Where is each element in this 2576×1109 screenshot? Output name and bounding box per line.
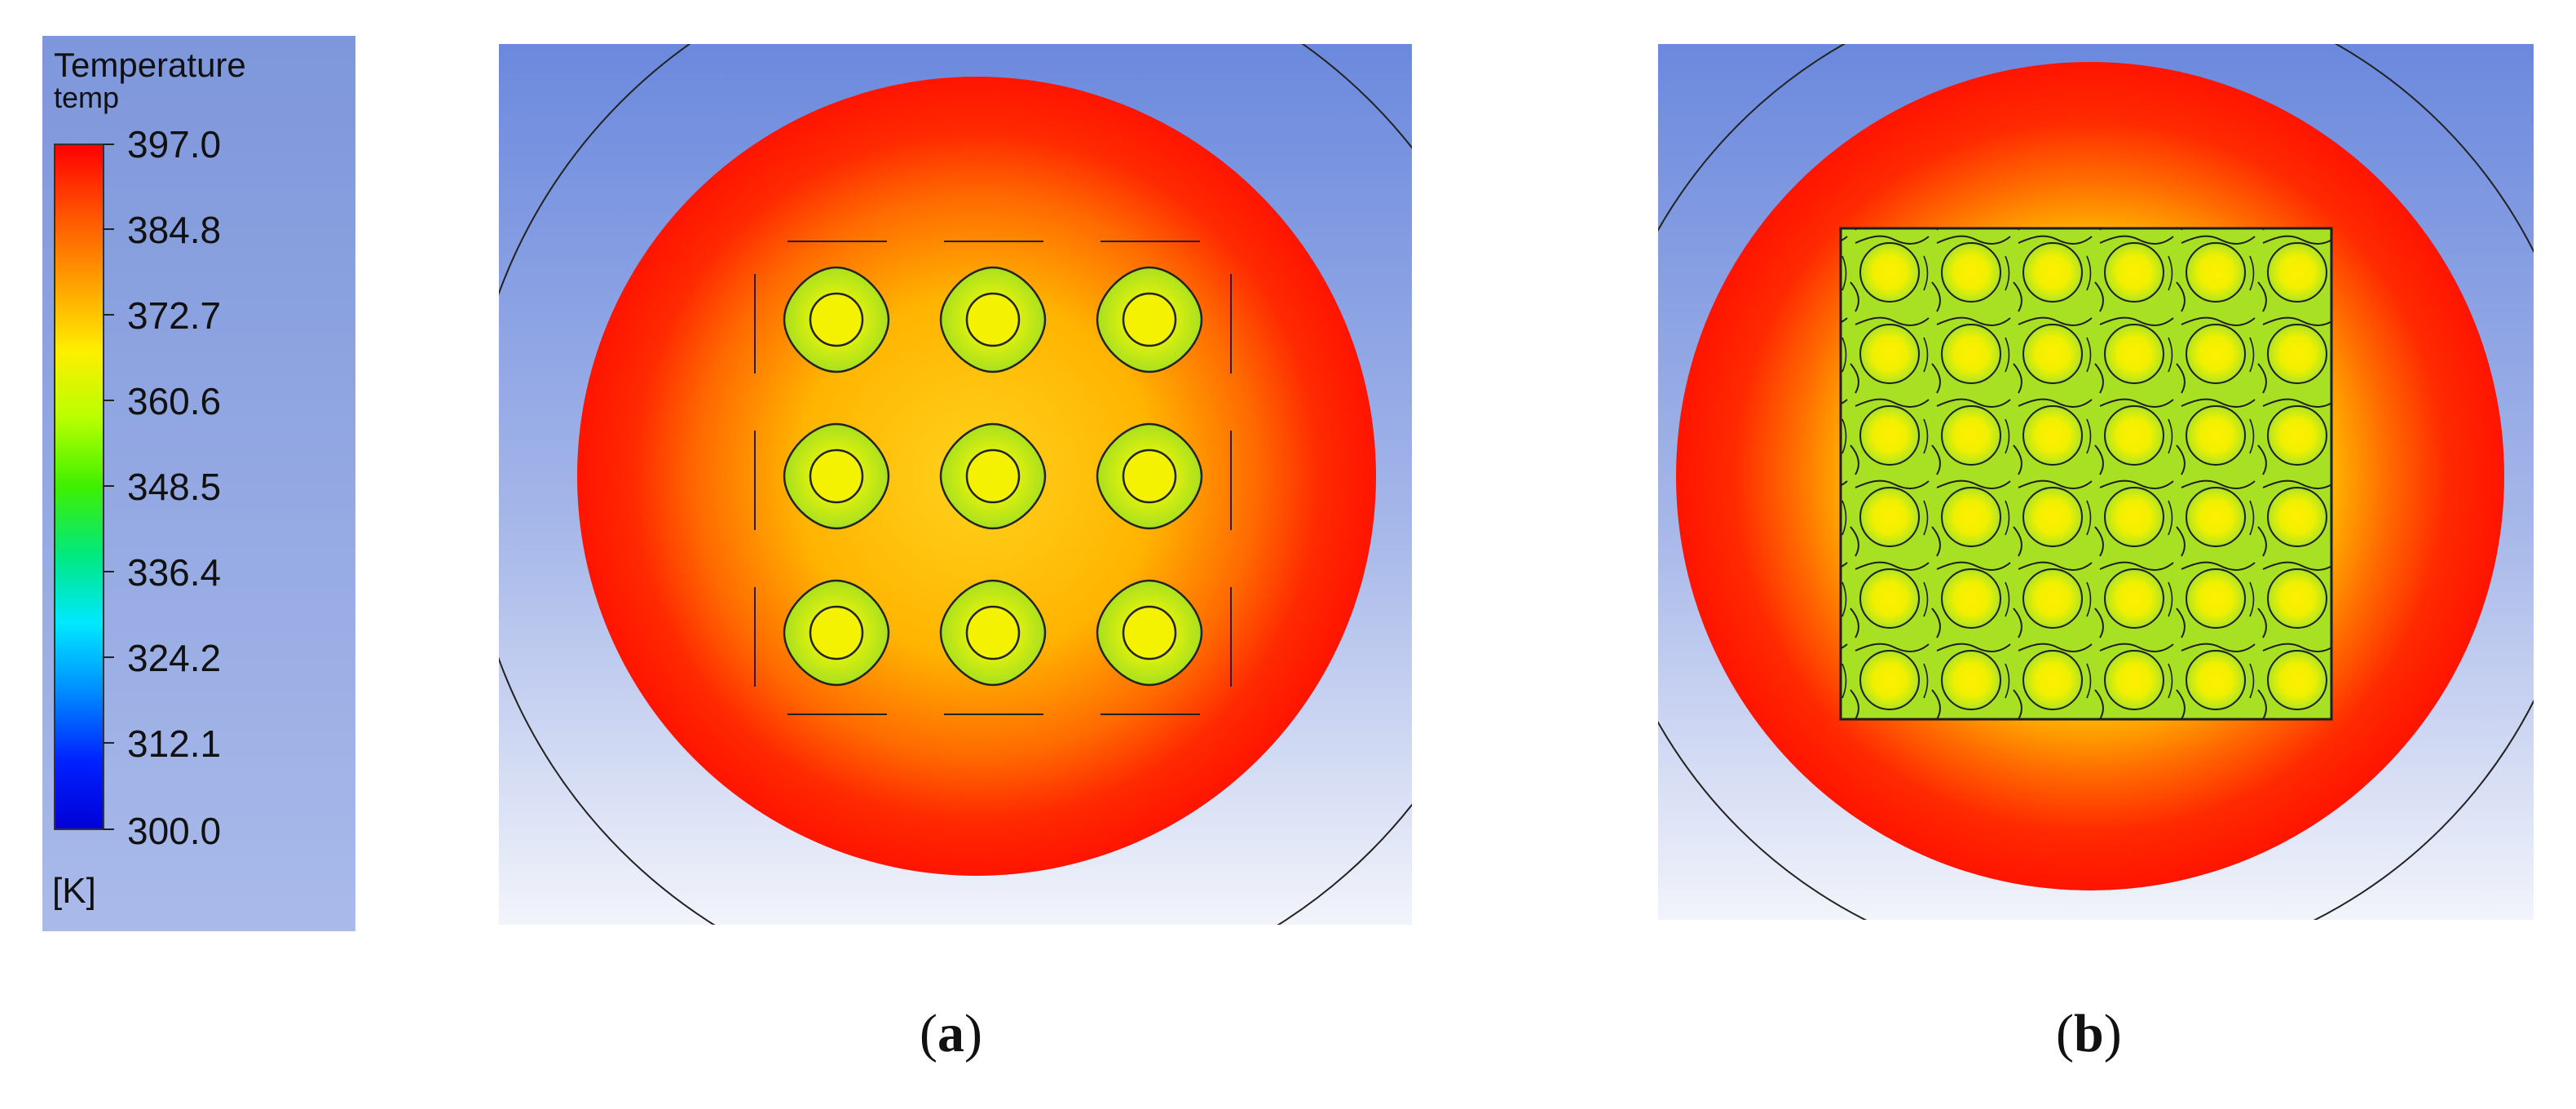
legend-tick-label: 300.0 bbox=[127, 810, 222, 852]
legend-tick-label: 397.0 bbox=[127, 123, 222, 166]
caption-a-letter: a bbox=[937, 1004, 964, 1063]
panel-a-pin bbox=[1096, 266, 1203, 373]
legend-tick-label: 372.7 bbox=[127, 294, 222, 337]
caption-b-close: ) bbox=[2103, 1004, 2122, 1063]
legend-tick-label: 312.1 bbox=[127, 722, 222, 765]
panel-a-array-boundary-lines bbox=[754, 241, 1232, 715]
temperature-legend: Temperature temp 397.0 384.8 372.7 360.6… bbox=[42, 36, 355, 931]
legend-tick-label: 360.6 bbox=[127, 380, 222, 422]
caption-a-close: ) bbox=[964, 1004, 982, 1063]
panel-b-lattice-structure bbox=[1839, 227, 2333, 721]
caption-a: (a) bbox=[920, 1003, 982, 1065]
panel-a-pin bbox=[783, 266, 890, 373]
caption-b-letter: b bbox=[2073, 1004, 2104, 1063]
caption-b-open: ( bbox=[2056, 1004, 2074, 1063]
legend-tick-label: 324.2 bbox=[127, 637, 222, 679]
panel-a-pin bbox=[939, 266, 1047, 373]
panel-a-pin bbox=[783, 422, 890, 530]
panel-a-temperature-contour bbox=[499, 44, 1412, 925]
legend-color-bar bbox=[54, 144, 104, 830]
legend-subtitle: temp bbox=[54, 81, 120, 114]
panel-a-pin bbox=[1096, 422, 1203, 530]
legend-tick-marks bbox=[103, 144, 114, 830]
panel-a-pin bbox=[1096, 579, 1203, 687]
caption-b: (b) bbox=[2056, 1003, 2122, 1065]
legend-title: Temperature bbox=[54, 46, 246, 84]
legend-unit: [K] bbox=[52, 871, 96, 911]
legend-tick-label: 336.4 bbox=[127, 551, 222, 594]
legend-tick-label: 348.5 bbox=[127, 466, 222, 508]
panel-b-temperature-contour bbox=[1658, 44, 2534, 920]
legend-tick-label: 384.8 bbox=[127, 209, 222, 251]
panel-a-pin bbox=[939, 422, 1047, 530]
panel-a-pin-array bbox=[783, 266, 1203, 687]
panel-a-pin bbox=[783, 579, 890, 687]
panel-a-pin bbox=[939, 579, 1047, 687]
caption-a-open: ( bbox=[920, 1004, 937, 1063]
